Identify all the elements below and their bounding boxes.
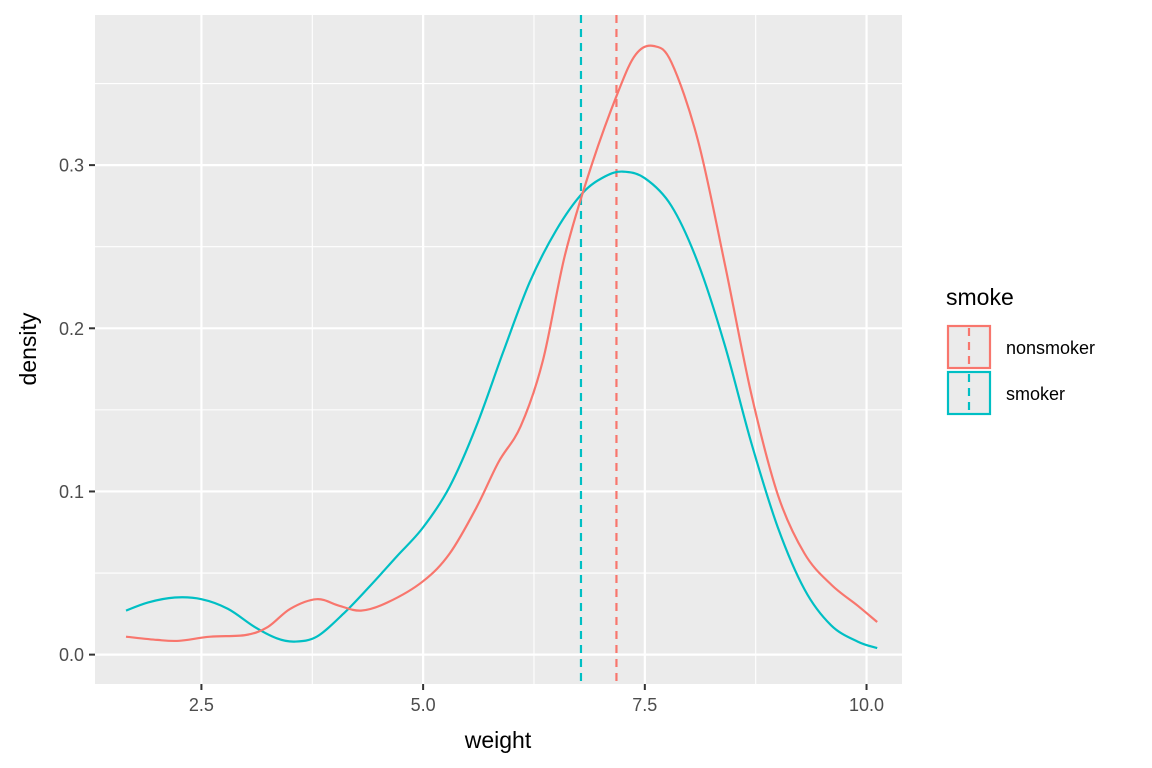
density-curves	[125, 44, 878, 650]
y-tick-label: 0.1	[59, 482, 84, 502]
y-axis: 0.0 0.1 0.2 0.3	[59, 156, 95, 665]
density-curve-smoker	[125, 170, 878, 650]
y-tick-label: 0.0	[59, 645, 84, 665]
legend-title: smoke	[946, 284, 1014, 310]
y-axis-title: density	[15, 312, 41, 385]
x-tick-label: 5.0	[411, 695, 436, 715]
y-tick-label: 0.2	[59, 319, 84, 339]
legend: smoke nonsmoker smoker	[946, 284, 1095, 416]
x-tick-label: 10.0	[849, 695, 884, 715]
y-tick-label: 0.3	[59, 156, 84, 176]
major-gridlines	[95, 15, 902, 684]
plot-panel	[95, 15, 902, 684]
density-curve-nonsmoker	[125, 44, 878, 643]
x-tick-label: 7.5	[632, 695, 657, 715]
x-axis-title: weight	[464, 727, 532, 753]
legend-label-smoker: smoker	[1006, 384, 1065, 404]
x-axis: 2.5 5.0 7.5 10.0	[189, 684, 884, 715]
legend-label-nonsmoker: nonsmoker	[1006, 338, 1095, 358]
minor-gridlines	[95, 15, 902, 684]
x-tick-label: 2.5	[189, 695, 214, 715]
